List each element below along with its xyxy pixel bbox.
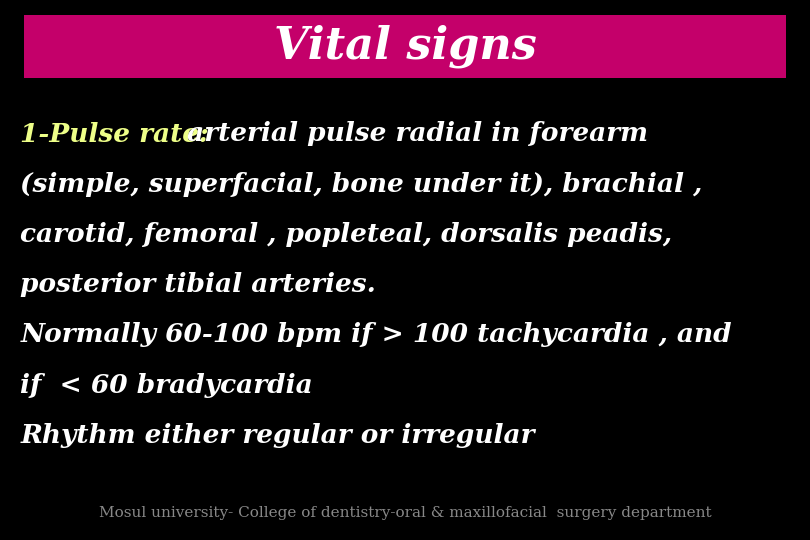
Text: (simple, superfacial, bone under it), brachial ,: (simple, superfacial, bone under it), br… bbox=[20, 172, 702, 197]
Bar bbox=[24, 15, 786, 78]
Text: arterial pulse radial in forearm: arterial pulse radial in forearm bbox=[178, 122, 648, 146]
Text: Rhythm either regular or irregular: Rhythm either regular or irregular bbox=[20, 423, 535, 448]
Text: Normally 60-100 bpm if > 100 tachycardia , and: Normally 60-100 bpm if > 100 tachycardia… bbox=[20, 322, 732, 347]
Text: carotid, femoral , popleteal, dorsalis peadis,: carotid, femoral , popleteal, dorsalis p… bbox=[20, 222, 672, 247]
Text: 1-Pulse rate:: 1-Pulse rate: bbox=[20, 122, 209, 146]
Text: Mosul university- College of dentistry-oral & maxillofacial  surgery department: Mosul university- College of dentistry-o… bbox=[99, 506, 711, 520]
Text: posterior tibial arteries.: posterior tibial arteries. bbox=[20, 272, 376, 297]
Text: if  < 60 bradycardia: if < 60 bradycardia bbox=[20, 373, 313, 397]
Text: Vital signs: Vital signs bbox=[274, 25, 536, 68]
